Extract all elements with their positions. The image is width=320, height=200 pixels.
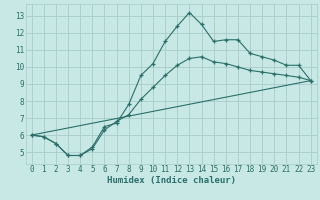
X-axis label: Humidex (Indice chaleur): Humidex (Indice chaleur) — [107, 176, 236, 185]
